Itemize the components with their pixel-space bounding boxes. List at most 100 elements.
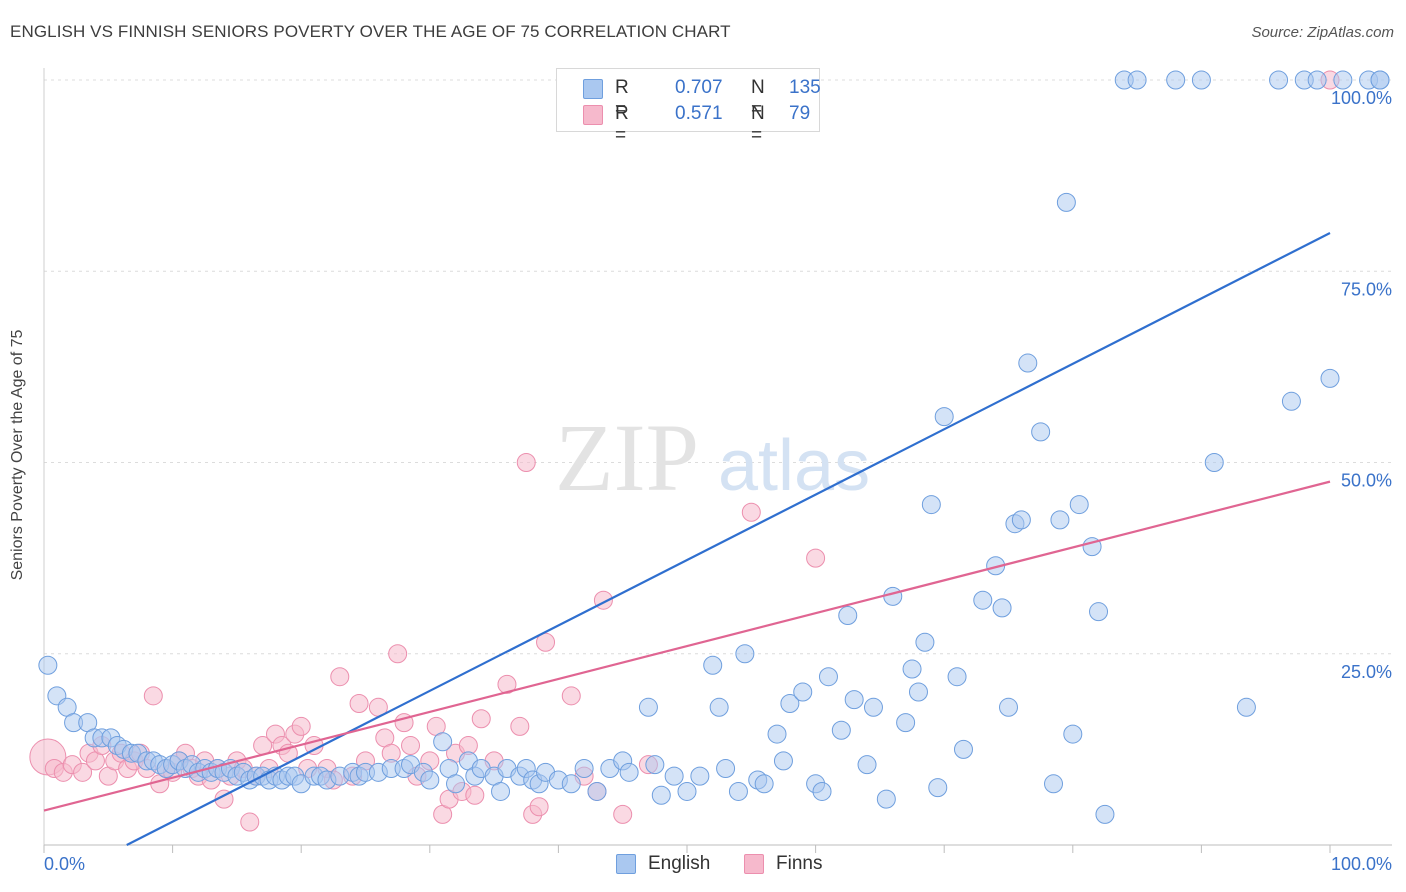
watermark-zip: ZIP xyxy=(555,404,699,511)
english-point xyxy=(780,693,800,713)
finns-point xyxy=(401,736,421,756)
english-point xyxy=(754,774,774,794)
english-point xyxy=(1236,697,1256,717)
english-point xyxy=(793,682,813,702)
english-point xyxy=(1056,192,1076,212)
finns-legend-label: Finns xyxy=(776,853,823,874)
y-axis-label: Seniors Poverty Over the Age of 75 xyxy=(9,329,26,581)
english-point xyxy=(1031,422,1051,442)
english-point xyxy=(651,785,671,805)
english-point xyxy=(1063,724,1083,744)
english-point xyxy=(953,739,973,759)
english-point xyxy=(677,781,697,801)
english-point xyxy=(928,778,948,798)
english-point xyxy=(992,598,1012,618)
english-point xyxy=(838,606,858,625)
finns-point xyxy=(330,667,350,687)
watermark-atlas: atlas xyxy=(718,426,870,506)
finns-point xyxy=(806,548,826,568)
english-point xyxy=(1095,804,1115,824)
english-point xyxy=(1307,70,1327,90)
english-point xyxy=(574,759,594,778)
english-point xyxy=(638,697,658,717)
english-point xyxy=(1069,495,1089,515)
english-point xyxy=(1089,602,1109,622)
english-point xyxy=(587,781,607,801)
finns-point xyxy=(536,632,556,652)
english-point xyxy=(1166,70,1186,90)
y-tick-label: 50.0% xyxy=(1341,471,1392,491)
english-point xyxy=(1320,368,1340,388)
english-point xyxy=(446,774,466,794)
english-point xyxy=(645,755,665,775)
english-point xyxy=(1269,70,1289,90)
english-point xyxy=(619,762,639,782)
r-value: 0.707 xyxy=(675,77,723,98)
finns-point xyxy=(613,804,633,824)
english-point xyxy=(883,586,903,606)
finns-legend-swatch xyxy=(744,854,764,874)
english-point xyxy=(1011,510,1031,530)
english-point xyxy=(773,751,793,771)
english-point xyxy=(561,774,581,794)
english-point xyxy=(735,644,755,664)
english-point xyxy=(664,766,684,786)
y-tick-label: 100.0% xyxy=(1331,88,1392,108)
finns-point xyxy=(349,693,369,713)
finns-point xyxy=(388,644,408,664)
finns-point xyxy=(471,709,491,729)
finns-point xyxy=(497,674,517,694)
english-point xyxy=(716,759,736,778)
english-swatch xyxy=(583,79,603,99)
english-point xyxy=(1191,70,1211,90)
axes xyxy=(43,68,1392,853)
r-label: R = xyxy=(615,77,629,120)
english-point xyxy=(433,732,453,752)
english-point xyxy=(831,720,851,740)
english-point xyxy=(491,781,511,801)
english-point xyxy=(767,724,787,744)
finns-swatch xyxy=(583,105,603,125)
english-point xyxy=(934,407,954,427)
stats-legend: R = 0.707 N = 135 R = 0.571 N = 79 xyxy=(556,68,821,146)
chart-source: Source: ZipAtlas.com xyxy=(1251,24,1394,41)
english-point xyxy=(709,697,729,717)
english-trend-line xyxy=(126,232,1331,846)
english-point xyxy=(863,697,883,717)
grid-lines xyxy=(44,79,1392,655)
english-point xyxy=(690,766,710,786)
finns-point xyxy=(510,716,530,736)
watermark: ZIP atlas xyxy=(555,404,870,511)
english-point xyxy=(896,713,916,733)
chart-title: ENGLISH VS FINNISH SENIORS POVERTY OVER … xyxy=(10,22,731,41)
english-points xyxy=(38,70,1390,824)
finns-trend-line xyxy=(43,480,1331,812)
english-point xyxy=(812,781,832,801)
finns-point xyxy=(240,812,260,832)
english-point xyxy=(921,495,941,515)
n-value: 135 xyxy=(789,77,821,98)
english-legend-swatch xyxy=(616,854,636,874)
english-point xyxy=(999,697,1018,717)
english-point xyxy=(947,667,967,687)
english-point xyxy=(38,655,58,675)
english-point xyxy=(915,632,935,652)
english-point xyxy=(902,659,922,679)
r-label: R = xyxy=(615,103,629,146)
finns-point xyxy=(465,785,485,805)
finns-point xyxy=(741,502,761,522)
finns-point xyxy=(529,797,549,817)
trend-lines xyxy=(43,232,1331,846)
english-point xyxy=(1050,510,1070,530)
english-point xyxy=(703,655,723,675)
english-point xyxy=(1127,70,1147,90)
y-tick-label: 25.0% xyxy=(1341,662,1392,682)
english-point xyxy=(420,770,440,790)
english-point xyxy=(818,667,838,687)
english-point xyxy=(1044,774,1064,794)
english-legend-label: English xyxy=(648,853,711,874)
english-point xyxy=(1370,70,1390,90)
english-point xyxy=(973,590,993,610)
n-value: 79 xyxy=(789,103,811,124)
